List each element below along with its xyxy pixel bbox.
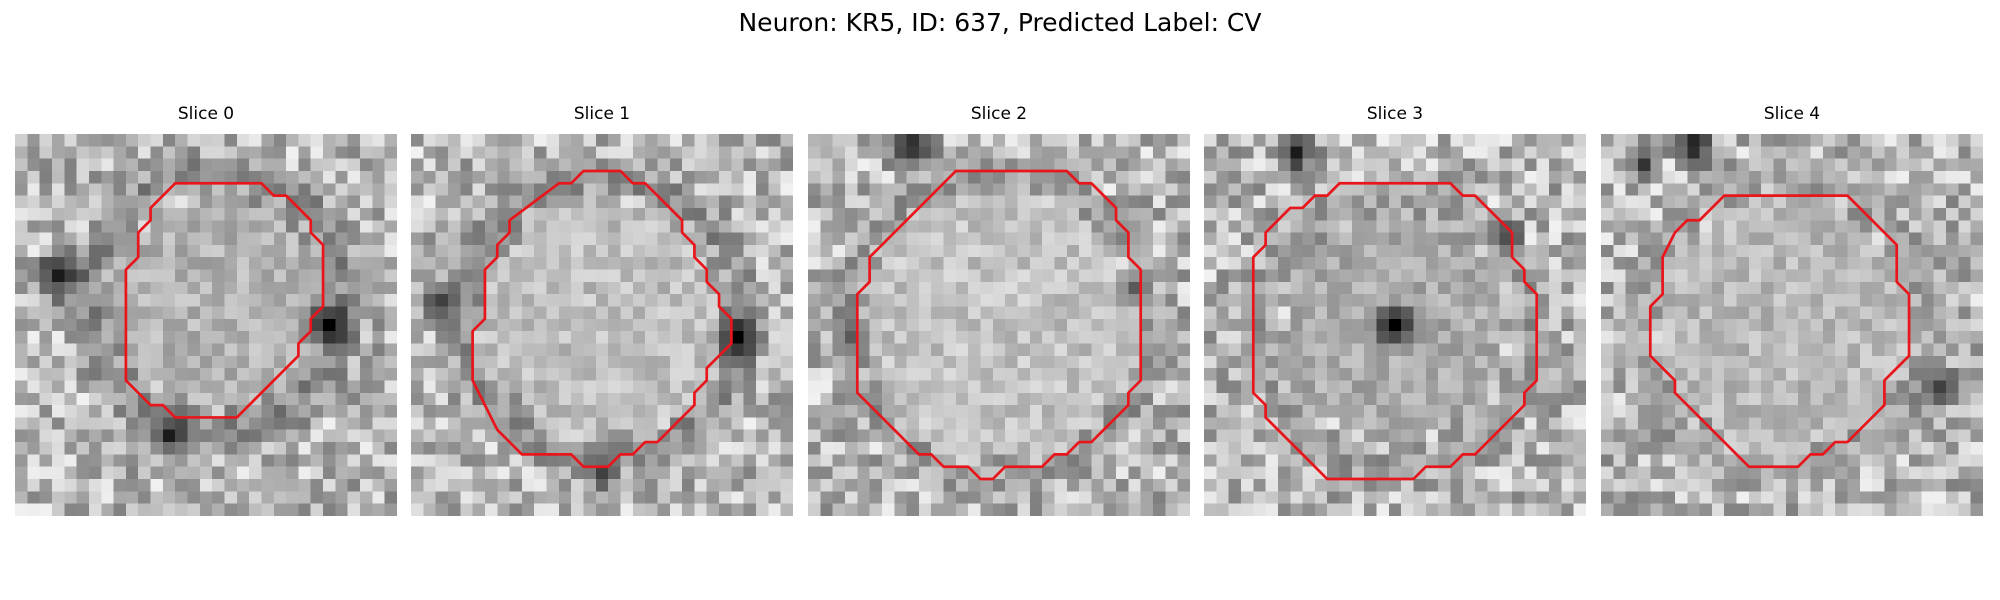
slice-title: Slice 2 <box>970 104 1028 124</box>
pixel-grid <box>1601 134 1983 516</box>
segmentation-contour <box>1648 194 1911 469</box>
slice-image <box>808 134 1190 516</box>
segmentation-contour <box>471 169 733 469</box>
pixel-grid <box>411 134 793 516</box>
segmentation-contour <box>124 181 325 419</box>
slice-image <box>15 134 397 516</box>
slice-image <box>1601 134 1983 516</box>
slice-image <box>411 134 793 516</box>
slice-title: Slice 0 <box>177 104 235 124</box>
segmentation-contour <box>855 169 1143 481</box>
figure-title: Neuron: KR5, ID: 637, Predicted Label: C… <box>738 8 1262 37</box>
slice-title: Slice 4 <box>1763 104 1821 124</box>
slice-title: Slice 3 <box>1366 104 1424 124</box>
pixel-grid <box>15 134 397 516</box>
pixel-grid <box>1204 134 1586 516</box>
pixel-grid <box>808 134 1190 516</box>
slice-image <box>1204 134 1586 516</box>
segmentation-contour <box>1251 181 1539 481</box>
slice-title: Slice 1 <box>573 104 631 124</box>
